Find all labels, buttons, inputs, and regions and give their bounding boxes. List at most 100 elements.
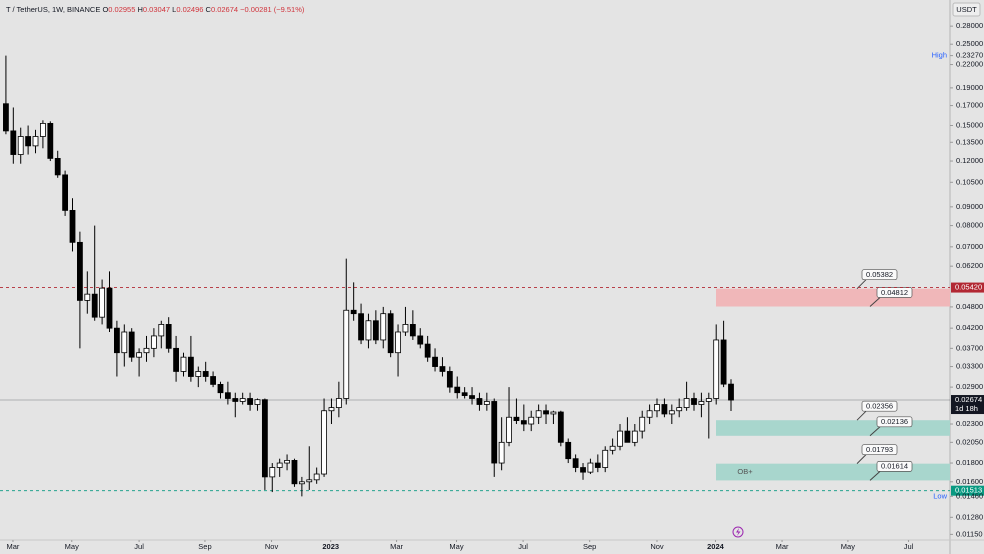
price-level-box — [951, 282, 984, 293]
candle-body — [646, 410, 653, 418]
candle-body — [143, 347, 150, 354]
callout-label: 0.02136 — [881, 417, 908, 426]
candle-body — [187, 356, 194, 377]
candle-body — [617, 430, 623, 447]
candle-body — [691, 398, 697, 405]
candle-body — [306, 479, 313, 483]
ohlc-key: L — [172, 5, 177, 14]
x-tick-label: Sep — [583, 542, 596, 551]
candle-body — [565, 441, 572, 460]
candle-body — [654, 404, 660, 412]
candle-body — [321, 410, 327, 475]
y-tick-label: 0.08000 — [956, 221, 983, 230]
candle-body — [69, 210, 76, 243]
candle-body — [195, 371, 202, 377]
candle-body — [491, 401, 498, 464]
callout-leader — [856, 454, 867, 465]
candle-body — [114, 327, 120, 354]
candle-body — [10, 130, 17, 155]
y-tick-label: 0.10500 — [956, 177, 983, 186]
callout-label: 0.01614 — [881, 462, 908, 471]
candle-body — [409, 324, 416, 337]
ohlc-value: 0.02496 — [176, 5, 204, 14]
candle-body — [291, 460, 298, 485]
candle-body — [173, 347, 179, 372]
callout-label: 0.01793 — [866, 445, 893, 454]
icon-bolt — [736, 528, 741, 536]
candle-body — [350, 309, 357, 315]
candle-body — [202, 371, 209, 377]
candle-body — [439, 366, 446, 372]
zone — [716, 420, 950, 436]
candle-body — [469, 395, 475, 399]
x-tick-label: May — [841, 542, 855, 551]
extreme-text: High — [932, 51, 947, 60]
y-tick-label: 0.28000 — [956, 21, 983, 30]
x-tick-label: Mar — [6, 542, 19, 551]
candle-body — [506, 416, 512, 443]
callout-leader — [869, 426, 881, 437]
ohlc-key: O — [102, 5, 109, 14]
y-tick-label: 0.12000 — [956, 156, 983, 165]
candle-body — [543, 410, 549, 415]
candle-body — [217, 383, 224, 394]
candle-body — [520, 420, 527, 425]
candle-body — [720, 339, 727, 385]
currency-box[interactable] — [952, 2, 981, 17]
x-tick-label: Jul — [904, 542, 914, 551]
candle-body — [661, 404, 668, 415]
candle-body — [40, 123, 46, 137]
candle-body — [705, 398, 712, 402]
price-level-label: 0.01513 — [955, 486, 982, 495]
candle-body — [261, 399, 268, 478]
candle-body — [728, 383, 734, 401]
candle-body — [232, 398, 239, 402]
callout-box — [876, 461, 913, 472]
candle-body — [380, 313, 387, 341]
candle-body — [180, 356, 187, 372]
candle-body — [476, 398, 483, 405]
y-tick-label: 0.25000 — [956, 39, 983, 48]
x-tick-label: 2023 — [322, 542, 339, 551]
callout-box — [861, 269, 898, 281]
ohlc-key: C — [205, 5, 211, 14]
extreme-label: 0.01460 — [956, 491, 983, 500]
candle-body — [343, 309, 350, 399]
candle-body — [572, 458, 579, 468]
candle-body — [106, 287, 113, 329]
candle-body — [587, 462, 594, 473]
candle-body — [335, 398, 342, 408]
candle-body — [668, 410, 675, 415]
ohlc-key: H — [137, 5, 143, 14]
candle-body — [165, 324, 172, 349]
callout-leader — [869, 297, 881, 307]
candle-body — [284, 460, 290, 464]
candle-body — [365, 320, 372, 341]
candle-body — [698, 401, 705, 405]
candle-body — [446, 371, 453, 388]
ohlc-legend: O0.02955 H0.03047 L0.02496 C0.02674 — [102, 5, 240, 14]
y-tick-label: 0.15000 — [956, 120, 983, 129]
candle-body — [269, 467, 276, 478]
candle-body — [609, 445, 616, 451]
callout-leader — [869, 471, 881, 481]
candle-body — [461, 392, 468, 396]
price-level-label: 0.02674 — [955, 395, 982, 404]
x-tick-label: 2024 — [707, 542, 725, 551]
candle-body — [210, 376, 216, 385]
y-tick-label: 0.17000 — [956, 101, 983, 110]
candle-body — [3, 103, 9, 132]
candle-body — [99, 287, 106, 318]
replay-icon[interactable] — [732, 526, 744, 538]
candle-body — [528, 416, 535, 425]
ohlc-value: 0.02674 — [210, 5, 239, 14]
candle-body — [513, 416, 520, 421]
y-tick-label: 0.22000 — [956, 60, 983, 69]
x-tick-label: Jul — [518, 542, 528, 551]
candle-body — [121, 331, 128, 354]
x-tick-label: Nov — [265, 542, 279, 551]
extreme-text: Low — [933, 491, 947, 500]
candle-body — [557, 411, 564, 443]
y-tick-label: 0.04800 — [956, 302, 983, 311]
